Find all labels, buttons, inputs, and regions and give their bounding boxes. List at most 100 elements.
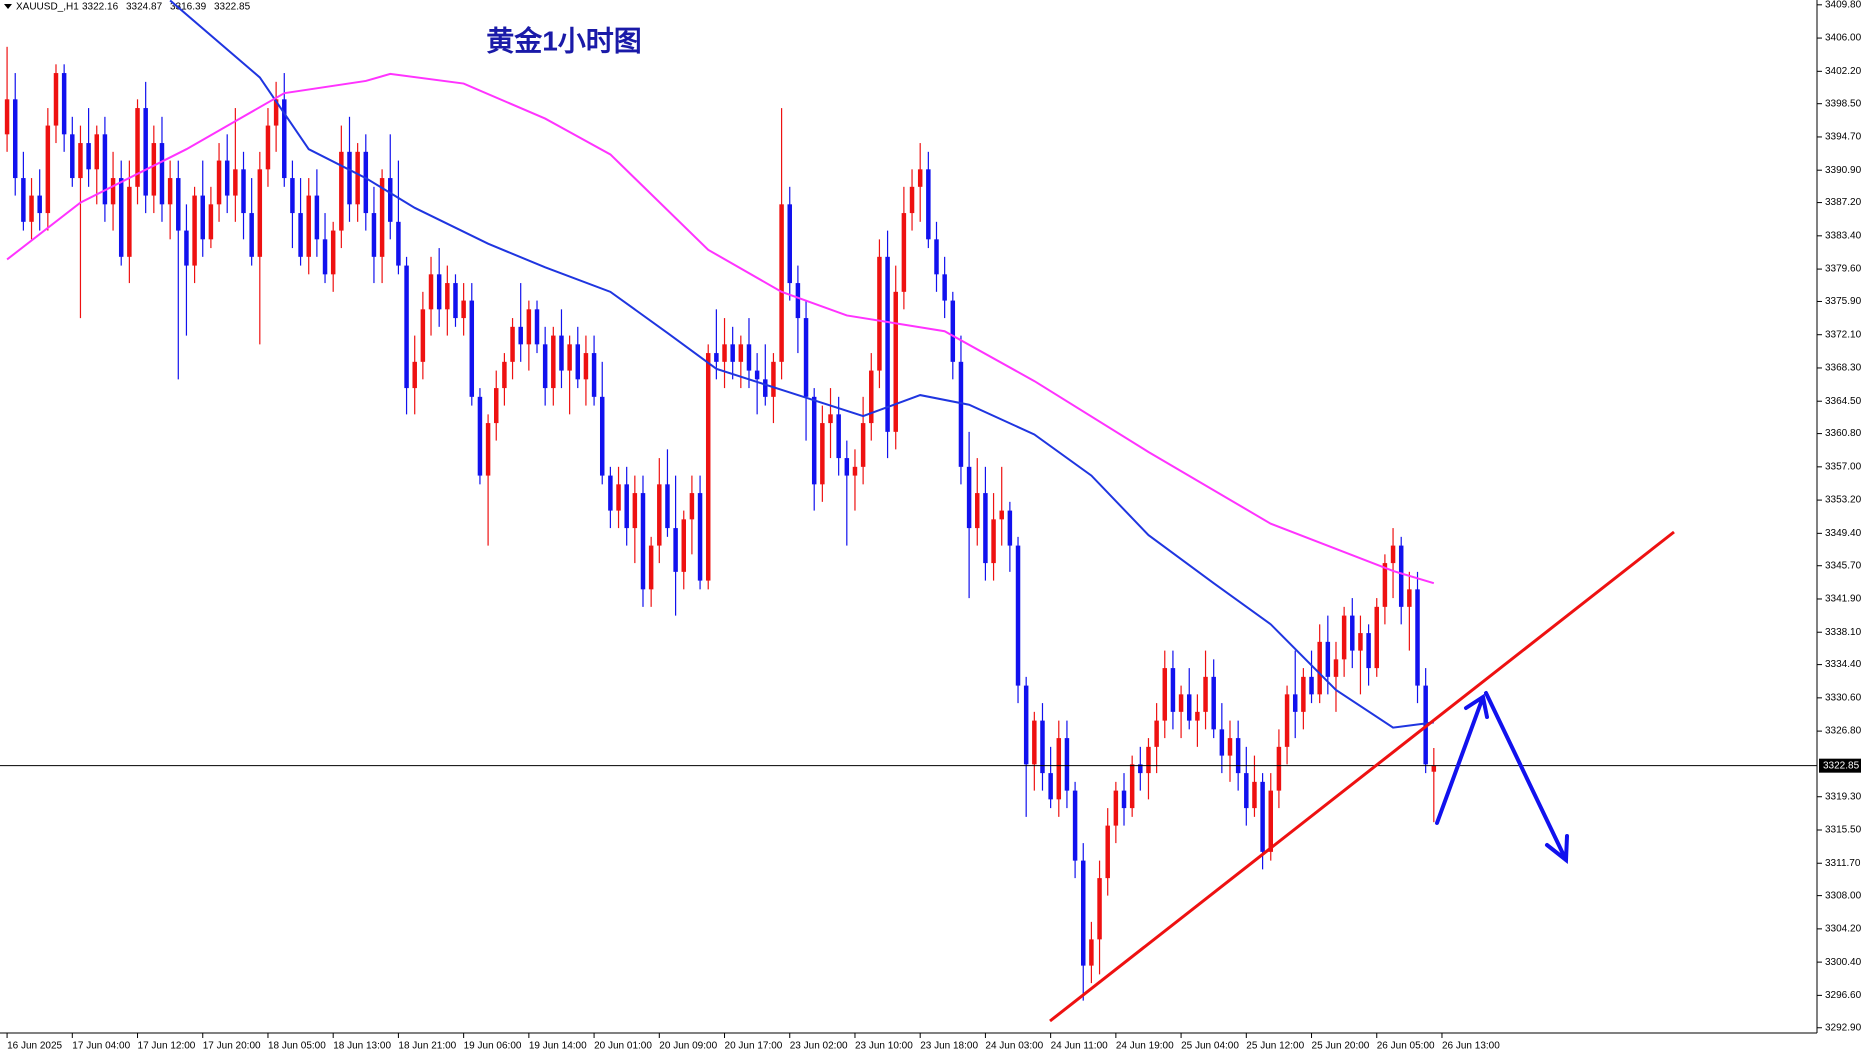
candle-body bbox=[502, 361, 507, 389]
candle-body bbox=[339, 151, 344, 231]
y-tick-label: 3315.50 bbox=[1825, 825, 1862, 836]
x-tick-label: 19 Jun 06:00 bbox=[464, 1041, 522, 1052]
candle-body bbox=[306, 195, 311, 257]
candle-body bbox=[167, 178, 173, 205]
candle-body bbox=[975, 493, 980, 529]
candle-body bbox=[885, 256, 890, 432]
candle-body bbox=[942, 274, 947, 301]
candle-body bbox=[1398, 545, 1404, 607]
candle-body bbox=[1064, 738, 1070, 791]
candle-body bbox=[282, 99, 287, 179]
candle-body bbox=[347, 151, 352, 205]
y-tick-label: 3326.80 bbox=[1825, 726, 1862, 737]
menu-icon[interactable] bbox=[4, 4, 12, 9]
header-value: 3316.39 bbox=[170, 2, 207, 13]
candle-body bbox=[803, 318, 809, 397]
x-tick-label: 23 Jun 10:00 bbox=[855, 1041, 913, 1052]
candle-body bbox=[1276, 746, 1282, 791]
candle-body bbox=[1162, 668, 1168, 721]
candle-body bbox=[453, 283, 458, 319]
candle-body bbox=[110, 178, 116, 205]
candle-body bbox=[1146, 746, 1151, 774]
candle-body bbox=[388, 178, 393, 222]
y-tick-label: 3375.90 bbox=[1825, 296, 1862, 307]
candle-body bbox=[795, 283, 801, 319]
y-tick-label: 3330.60 bbox=[1825, 692, 1862, 703]
candle-body bbox=[1301, 676, 1306, 712]
candle-body bbox=[29, 195, 34, 222]
candle-body bbox=[1350, 615, 1355, 651]
candle-body bbox=[689, 493, 695, 520]
y-tick-label: 3353.20 bbox=[1825, 495, 1862, 506]
candle-body bbox=[1309, 676, 1314, 695]
candle-body bbox=[665, 484, 670, 529]
candle-body bbox=[477, 396, 483, 476]
x-tick-label: 17 Jun 12:00 bbox=[138, 1041, 196, 1052]
candle-body bbox=[1431, 765, 1437, 772]
candle-body bbox=[1366, 633, 1371, 669]
candle-body bbox=[869, 370, 874, 424]
x-tick-label: 24 Jun 19:00 bbox=[1116, 1041, 1174, 1052]
x-tick-label: 26 Jun 05:00 bbox=[1377, 1041, 1435, 1052]
y-tick-label: 3387.20 bbox=[1825, 197, 1862, 208]
candle-body bbox=[1097, 878, 1102, 940]
candle-body bbox=[1415, 589, 1420, 686]
x-tick-label: 17 Jun 04:00 bbox=[72, 1041, 130, 1052]
x-tick-label: 20 Jun 17:00 bbox=[725, 1041, 783, 1052]
candle-body bbox=[314, 195, 320, 240]
trend-line bbox=[1049, 530, 1675, 1023]
candle-body bbox=[893, 291, 898, 432]
candle-body bbox=[697, 493, 703, 581]
candle-body bbox=[1195, 711, 1200, 721]
candle-body bbox=[567, 344, 572, 371]
candle-body bbox=[86, 143, 91, 170]
candle-body bbox=[1317, 641, 1322, 695]
candle-body bbox=[1081, 860, 1086, 966]
candle-body bbox=[599, 396, 605, 476]
symbol: XAUUSD_,H1 bbox=[16, 2, 79, 13]
header-value: 3324.87 bbox=[126, 2, 163, 13]
candle-body bbox=[901, 213, 907, 292]
candle-body bbox=[208, 204, 214, 240]
current-price-box bbox=[1819, 758, 1861, 773]
x-tick-label: 16 Jun 2025 bbox=[7, 1041, 62, 1052]
x-tick-label: 23 Jun 18:00 bbox=[920, 1041, 978, 1052]
x-tick-label: 19 Jun 14:00 bbox=[529, 1041, 587, 1052]
candle-body bbox=[241, 169, 246, 214]
candle-body bbox=[1105, 825, 1110, 879]
candle-body bbox=[836, 414, 841, 459]
candle-body bbox=[1374, 606, 1379, 669]
candle-body bbox=[420, 309, 426, 362]
candle-body bbox=[591, 353, 597, 397]
x-tick-label: 24 Jun 03:00 bbox=[985, 1041, 1043, 1052]
candle-body bbox=[1138, 764, 1143, 774]
candle-body bbox=[1007, 510, 1013, 546]
candle-body bbox=[1244, 773, 1249, 809]
candle-body bbox=[608, 475, 613, 511]
candle-body bbox=[754, 370, 760, 380]
y-tick-label: 3383.40 bbox=[1825, 230, 1862, 241]
candle-body bbox=[632, 493, 638, 529]
moving-average bbox=[169, 0, 1434, 729]
candle-body bbox=[192, 195, 197, 266]
candle-body bbox=[494, 388, 499, 424]
candle-body bbox=[1072, 790, 1078, 861]
candle-body bbox=[950, 300, 956, 362]
candle-body bbox=[127, 186, 132, 257]
candle-body bbox=[1186, 694, 1192, 721]
candle-body bbox=[624, 484, 629, 529]
candle-body bbox=[1211, 676, 1216, 730]
y-tick-label: 3390.90 bbox=[1825, 165, 1862, 176]
x-tick-label: 20 Jun 01:00 bbox=[594, 1041, 652, 1052]
y-tick-label: 3304.20 bbox=[1825, 924, 1862, 935]
candle-body bbox=[844, 458, 850, 476]
candle-body bbox=[428, 274, 434, 310]
candle-body bbox=[1170, 668, 1176, 712]
candle-body bbox=[118, 178, 124, 257]
candle-body bbox=[958, 361, 964, 467]
candle-body bbox=[1089, 939, 1094, 966]
candle-body bbox=[53, 73, 59, 126]
y-tick-label: 3409.80 bbox=[1825, 0, 1862, 10]
header-value: 3322.85 bbox=[214, 2, 251, 13]
